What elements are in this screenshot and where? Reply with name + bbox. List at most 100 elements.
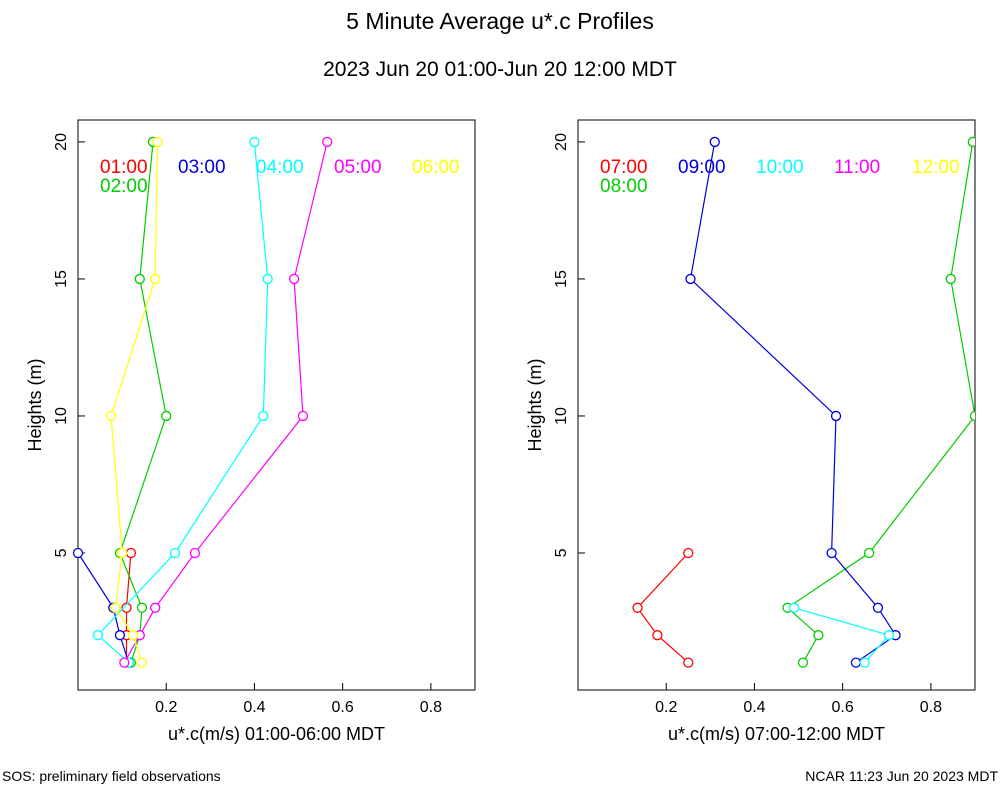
data-point [125, 547, 137, 559]
y-tick-label: 5 [53, 548, 70, 557]
x-tick-label: 0.6 [832, 699, 854, 716]
x-tick-label: 0.2 [655, 699, 677, 716]
data-point [114, 630, 126, 641]
footer-timestamp: NCAR 11:23 Jun 20 2023 MDT [805, 768, 998, 784]
data-point [685, 273, 696, 285]
y-tick-label: 20 [53, 133, 70, 151]
data-point [883, 630, 895, 641]
data-point [72, 547, 84, 559]
data-point [322, 136, 333, 148]
data-point [945, 273, 956, 285]
y-tick-label: 10 [53, 407, 70, 425]
series-line [119, 141, 167, 663]
legend-entry: 01:00 [100, 157, 148, 178]
chart-panel-2: 0.2 0.4 0.6 0.8 5 10 15 20 u*.c(m/s) 07:00-12:00… [525, 119, 976, 744]
plot-frame [577, 119, 976, 691]
data-point [683, 547, 694, 559]
series-line [786, 141, 975, 663]
data-point [967, 136, 975, 148]
legend-entry: 02:00 [100, 176, 148, 197]
chart-panel-1: 0.2 0.4 0.6 0.8 5 10 15 20 u*.c(m/s) 01:00-06:00… [25, 119, 476, 744]
legend-entry: 11:00 [834, 157, 880, 178]
series-07:00 [632, 547, 694, 668]
series-04:00 [92, 136, 273, 668]
series-line [96, 141, 269, 664]
data-point [152, 136, 163, 148]
data-point [169, 547, 181, 559]
data-point [119, 657, 130, 668]
x-tick-label: 0.2 [155, 699, 177, 716]
y-tick-label: 5 [553, 548, 570, 557]
y-tick-label: 10 [553, 407, 570, 425]
x-axis-label: u*.c(m/s) 07:00-12:00 MDT [668, 724, 885, 744]
data-point [850, 657, 862, 668]
y-tick-label: 15 [53, 270, 70, 288]
y-axis-label: Heights (m) [525, 358, 545, 451]
legend-entry: 06:00 [412, 157, 460, 178]
data-point [632, 602, 643, 613]
data-point [150, 273, 161, 285]
data-point [859, 657, 870, 668]
series-line [110, 141, 158, 663]
data-point [116, 547, 128, 559]
data-point [258, 410, 269, 422]
data-point [830, 410, 842, 422]
legend-entry: 08:00 [600, 176, 648, 197]
plot-frame [77, 119, 476, 691]
data-point [105, 410, 117, 422]
series-line [123, 141, 328, 663]
x-tick-label: 0.4 [743, 699, 765, 716]
data-point [863, 547, 875, 559]
data-point [110, 602, 121, 613]
data-point [161, 410, 172, 422]
series-09:00 [685, 136, 901, 668]
series-line [77, 552, 130, 663]
x-tick-label: 0.8 [920, 699, 942, 716]
data-point [797, 657, 809, 668]
y-tick-label: 15 [553, 270, 570, 288]
data-point [262, 273, 273, 285]
data-point [249, 136, 260, 148]
x-tick-label: 0.6 [332, 699, 354, 716]
series-line [125, 552, 132, 663]
series-10:00 [788, 602, 895, 668]
data-point [127, 630, 139, 641]
y-axis-label: Heights (m) [25, 358, 45, 451]
legend-entry: 12:00 [912, 157, 960, 178]
data-point [683, 657, 694, 668]
data-point [134, 273, 145, 285]
legend-entry: 04:00 [256, 157, 304, 178]
series-line [689, 141, 897, 664]
data-point [813, 630, 824, 641]
series-05:00 [119, 136, 333, 668]
data-point [288, 273, 300, 285]
data-point [136, 657, 148, 668]
data-point [297, 410, 309, 422]
data-point [121, 602, 132, 613]
legend-entry: 10:00 [756, 157, 804, 178]
series-line [636, 552, 689, 664]
footer-note: SOS: preliminary field observations [2, 768, 221, 784]
x-axis-label: u*.c(m/s) 01:00-06:00 MDT [168, 724, 385, 744]
data-point [189, 547, 201, 559]
chart-subtitle: 2023 Jun 20 01:00-Jun 20 12:00 MDT [323, 58, 677, 81]
data-point [826, 547, 837, 559]
data-point [969, 410, 975, 422]
data-point [872, 602, 884, 613]
series-08:00 [782, 136, 975, 668]
chart-title: 5 Minute Average u*.c Profiles [346, 8, 654, 34]
y-tick-label: 20 [553, 133, 570, 151]
x-tick-label: 0.8 [420, 699, 442, 716]
legend-entry: 09:00 [678, 157, 726, 178]
data-point [150, 602, 161, 613]
data-point [652, 630, 663, 641]
x-tick-label: 0.4 [243, 699, 265, 716]
data-point [788, 602, 800, 613]
data-point [709, 136, 720, 148]
legend-entry: 03:00 [178, 157, 226, 178]
legend-entry: 05:00 [334, 157, 382, 178]
series-line [793, 607, 891, 663]
data-point [136, 602, 148, 613]
legend-entry: 07:00 [600, 157, 648, 178]
